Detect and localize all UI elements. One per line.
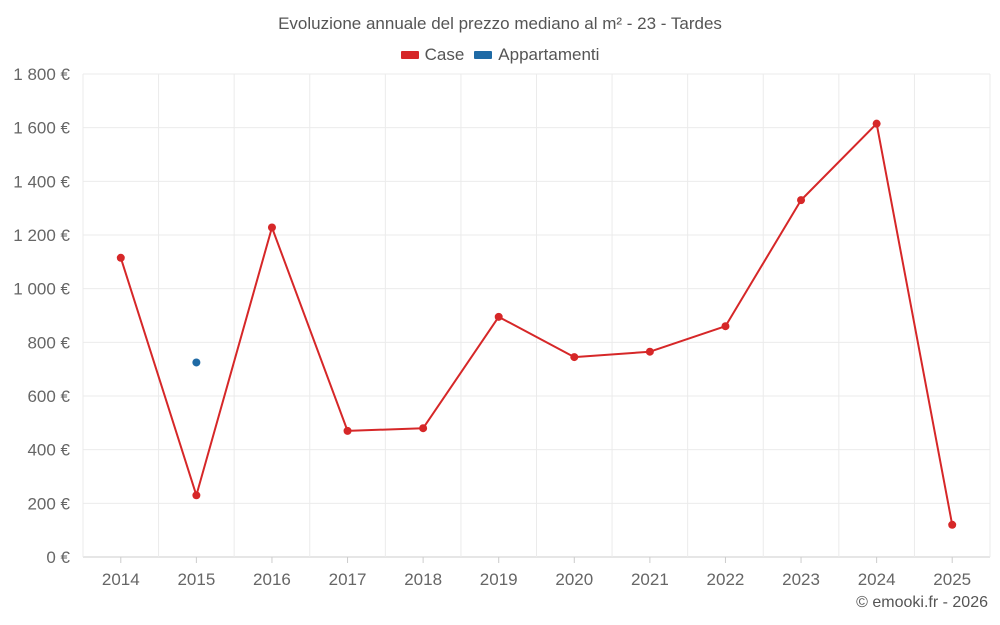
legend-label-appartamenti: Appartamenti [498, 45, 600, 64]
y-tick-label: 600 € [27, 387, 70, 406]
x-tick-label: 2019 [480, 570, 518, 589]
data-point-case [343, 426, 352, 435]
x-tick-label: 2023 [782, 570, 820, 589]
data-point-case [721, 322, 730, 331]
y-tick-label: 0 € [46, 548, 70, 567]
y-tick-label: 800 € [27, 333, 70, 352]
legend-item-case[interactable]: Case [400, 45, 465, 65]
series-line-case [119, 122, 954, 525]
data-point-case [494, 312, 503, 321]
data-point-case [797, 196, 806, 205]
legend-item-appartamenti[interactable]: Appartamenti [474, 45, 599, 65]
legend-swatch-appartamenti [474, 51, 493, 59]
data-point-case [192, 491, 201, 500]
x-tick-label: 2018 [404, 570, 442, 589]
y-tick-label: 1 800 € [13, 65, 70, 84]
y-tick-label: 1 200 € [13, 226, 70, 245]
data-point-case [570, 353, 579, 362]
legend-swatch-case [400, 51, 419, 59]
data-point-case [872, 119, 881, 128]
data-point-case [116, 253, 125, 262]
data-point-case [419, 424, 428, 433]
x-tick-label: 2025 [933, 570, 971, 589]
x-tick-label: 2017 [329, 570, 367, 589]
y-tick-label: 1 600 € [13, 119, 70, 138]
data-point-appartamenti [192, 358, 201, 367]
x-tick-label: 2024 [858, 570, 896, 589]
x-tick-label: 2022 [707, 570, 745, 589]
x-tick-label: 2014 [102, 570, 140, 589]
x-tick-label: 2021 [631, 570, 669, 589]
data-point-case [948, 520, 957, 529]
legend: Case Appartamenti [0, 45, 1000, 65]
legend-label-case: Case [424, 45, 465, 64]
y-tick-label: 1 000 € [13, 280, 70, 299]
data-point-case [645, 347, 654, 356]
x-tick-label: 2020 [555, 570, 593, 589]
data-point-case [267, 223, 276, 232]
x-tick-label: 2015 [177, 570, 215, 589]
y-tick-label: 200 € [27, 494, 70, 513]
y-tick-label: 400 € [27, 441, 70, 460]
copyright-text: © emooki.fr - 2026 [856, 594, 988, 611]
chart-title: Evoluzione annuale del prezzo mediano al… [278, 14, 722, 33]
x-tick-label: 2016 [253, 570, 291, 589]
y-tick-label: 1 400 € [13, 172, 70, 191]
